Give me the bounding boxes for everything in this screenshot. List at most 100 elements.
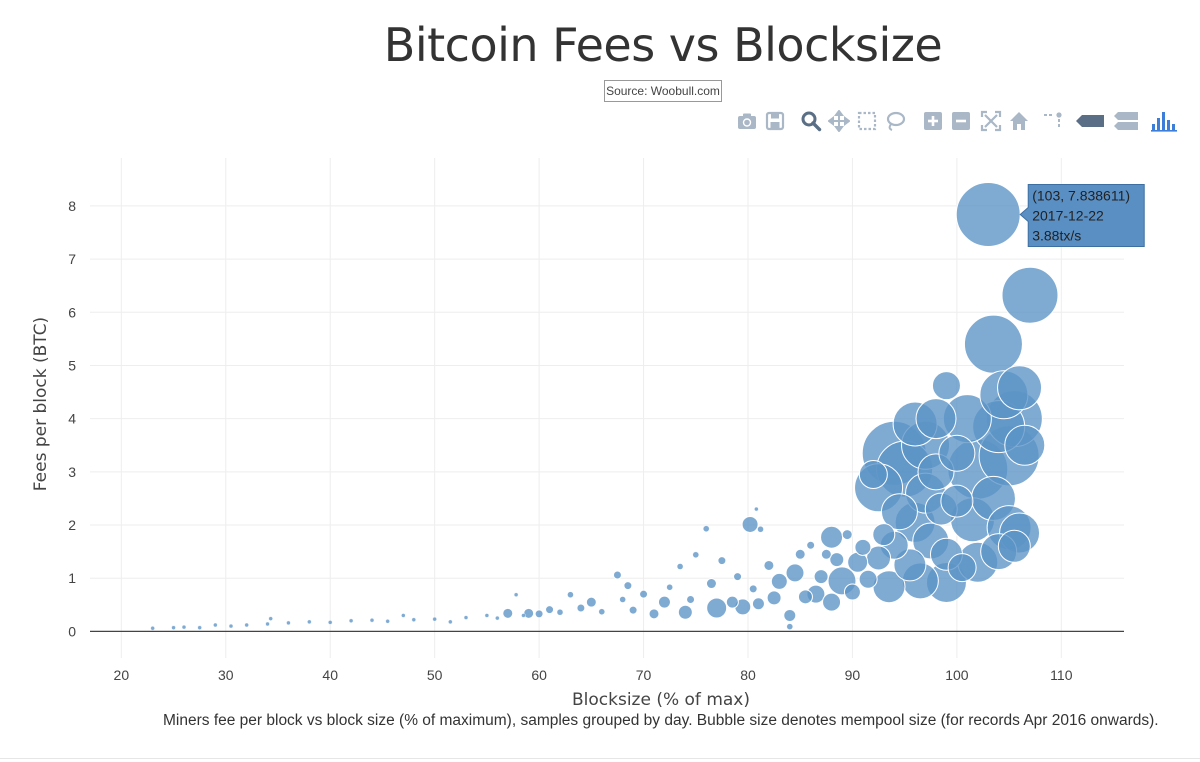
data-point[interactable]: [150, 626, 155, 631]
data-point[interactable]: [268, 616, 273, 621]
data-point[interactable]: [751, 597, 765, 611]
zoom-in-icon[interactable]: [922, 110, 944, 132]
data-point[interactable]: [686, 594, 696, 604]
data-point[interactable]: [676, 563, 684, 570]
data-point[interactable]: [348, 618, 354, 623]
data-point[interactable]: [955, 181, 1021, 247]
data-point[interactable]: [286, 620, 291, 626]
zoom-out-icon[interactable]: [950, 110, 972, 132]
camera-icon[interactable]: [736, 110, 758, 132]
data-point[interactable]: [181, 624, 187, 630]
data-point[interactable]: [963, 314, 1023, 374]
data-point[interactable]: [703, 525, 710, 532]
data-point[interactable]: [677, 604, 693, 620]
data-point[interactable]: [432, 616, 437, 622]
data-point[interactable]: [567, 591, 574, 598]
data-point[interactable]: [915, 398, 957, 440]
reset-axes-icon[interactable]: [1008, 110, 1030, 132]
plotly-logo-icon[interactable]: [1150, 110, 1180, 132]
data-point[interactable]: [797, 589, 813, 605]
bubble-series[interactable]: [150, 181, 1059, 631]
data-point[interactable]: [725, 595, 739, 609]
data-point[interactable]: [748, 584, 758, 594]
data-point[interactable]: [619, 596, 626, 603]
data-point[interactable]: [858, 459, 888, 489]
data-point[interactable]: [872, 523, 896, 547]
data-point[interactable]: [484, 613, 490, 618]
data-point[interactable]: [947, 553, 977, 583]
autoscale-icon[interactable]: [980, 110, 1002, 132]
data-point[interactable]: [841, 529, 853, 541]
data-point[interactable]: [770, 572, 788, 590]
data-point[interactable]: [666, 584, 673, 591]
data-point[interactable]: [545, 605, 555, 615]
data-point[interactable]: [820, 525, 844, 549]
save-icon[interactable]: [764, 110, 786, 132]
data-point[interactable]: [822, 592, 842, 612]
data-point[interactable]: [1001, 266, 1059, 324]
data-point[interactable]: [1004, 424, 1046, 466]
data-point[interactable]: [806, 540, 816, 550]
zoom-icon[interactable]: [800, 110, 822, 132]
data-point[interactable]: [228, 623, 234, 629]
data-point[interactable]: [639, 589, 649, 599]
data-point[interactable]: [794, 548, 806, 560]
data-point[interactable]: [692, 551, 699, 559]
data-point[interactable]: [786, 623, 793, 630]
data-point[interactable]: [705, 578, 717, 590]
data-point[interactable]: [854, 538, 872, 556]
data-point[interactable]: [843, 583, 861, 601]
data-point[interactable]: [244, 622, 249, 628]
data-point[interactable]: [623, 581, 633, 591]
data-point[interactable]: [265, 621, 270, 627]
data-point[interactable]: [733, 572, 743, 582]
data-point[interactable]: [401, 613, 406, 618]
data-point[interactable]: [448, 619, 453, 625]
data-point[interactable]: [783, 608, 797, 622]
box-select-icon[interactable]: [856, 110, 878, 132]
data-point[interactable]: [534, 609, 544, 619]
spikelines-icon[interactable]: [1042, 110, 1064, 132]
data-point[interactable]: [598, 608, 605, 615]
data-point[interactable]: [369, 618, 375, 623]
data-point[interactable]: [754, 506, 759, 512]
hover-closest-icon[interactable]: [1074, 110, 1108, 132]
data-point[interactable]: [171, 625, 176, 630]
data-point[interactable]: [502, 607, 514, 619]
data-point[interactable]: [463, 615, 469, 620]
data-point[interactable]: [820, 548, 832, 560]
data-point[interactable]: [931, 371, 961, 401]
data-point[interactable]: [741, 515, 759, 533]
data-point[interactable]: [880, 493, 918, 531]
data-point[interactable]: [213, 622, 218, 628]
data-point[interactable]: [513, 592, 519, 597]
data-point[interactable]: [938, 434, 976, 472]
data-point[interactable]: [495, 615, 500, 621]
lasso-select-icon[interactable]: [884, 110, 906, 132]
data-point[interactable]: [197, 625, 202, 630]
data-point[interactable]: [523, 607, 535, 619]
data-point[interactable]: [521, 613, 526, 618]
source-label[interactable]: Source: Woobull.com: [604, 80, 722, 102]
data-point[interactable]: [997, 365, 1043, 411]
hover-compare-icon[interactable]: [1112, 110, 1140, 132]
data-point[interactable]: [763, 559, 775, 571]
data-point[interactable]: [648, 608, 660, 620]
data-point[interactable]: [858, 569, 878, 589]
data-point[interactable]: [585, 596, 597, 608]
data-point[interactable]: [785, 563, 805, 583]
data-point[interactable]: [997, 529, 1031, 563]
data-point[interactable]: [411, 617, 416, 622]
pan-icon[interactable]: [827, 109, 851, 133]
data-point[interactable]: [576, 603, 586, 613]
data-point[interactable]: [706, 597, 728, 619]
data-point[interactable]: [628, 605, 638, 615]
data-point[interactable]: [612, 570, 622, 580]
data-point[interactable]: [829, 552, 845, 568]
data-point[interactable]: [556, 609, 564, 616]
data-point[interactable]: [717, 556, 727, 566]
data-point[interactable]: [328, 620, 333, 625]
data-point[interactable]: [766, 590, 782, 606]
data-point[interactable]: [813, 569, 829, 585]
